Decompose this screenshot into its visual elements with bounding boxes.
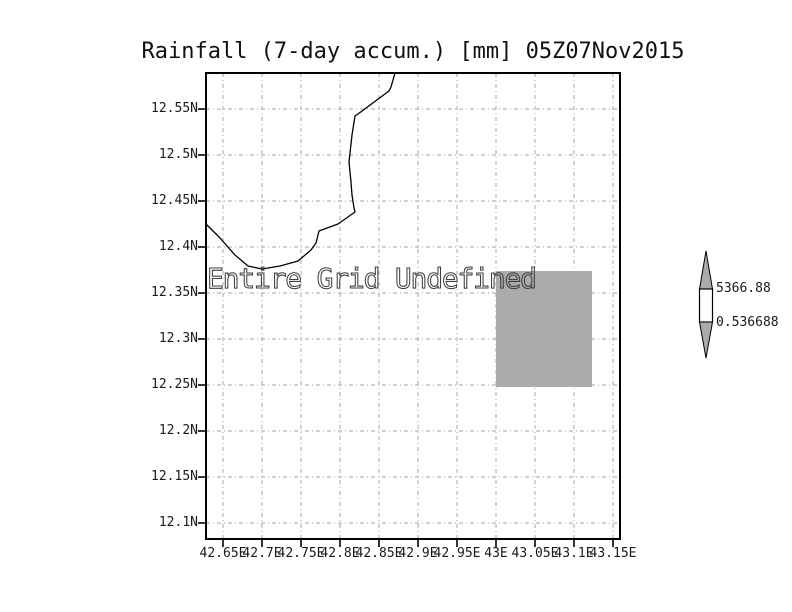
x-tick-label: 42.75E [277,546,325,561]
x-tick-label: 43.15E [589,546,637,561]
undefined-shaded-cell [496,271,592,387]
plot-frame [205,72,621,540]
colorbar-upper-triangle [698,250,714,290]
y-tick-label: 12.55N [151,101,198,116]
y-tick-label: 12.5N [158,147,198,162]
plot-title: Rainfall (7-day accum.) [mm] 05Z07Nov201… [141,39,685,64]
colorbar [698,250,714,359]
colorbar-band [698,288,714,323]
colorbar-upper-label: 5366.88 [716,281,771,296]
y-tick-label: 12.3N [158,331,198,346]
x-tick-label: 42.8E [320,546,360,561]
x-tick-label: 42.7E [242,546,282,561]
x-tick-label: 42.95E [433,546,481,561]
y-tick-label: 12.2N [158,423,198,438]
y-tick-label: 12.4N [158,239,198,254]
x-tick-label: 43E [484,546,508,561]
y-tick-label: 12.15N [151,469,198,484]
x-tick-label: 42.85E [355,546,403,561]
x-tick-label: 43.05E [511,546,559,561]
y-tick-label: 12.45N [151,193,198,208]
axis-ticks [198,108,614,547]
y-tick-label: 12.35N [151,285,198,300]
x-tick-label: 42.65E [199,546,247,561]
y-tick-label: 12.1N [158,515,198,530]
x-tick-label: 43.1E [554,546,594,561]
x-tick-label: 42.9E [398,546,438,561]
colorbar-lower-triangle [698,321,714,359]
grid-undefined-annotation: Entire Grid Undefined [206,262,537,295]
y-tick-label: 12.25N [151,377,198,392]
coastline [205,72,396,270]
colorbar-lower-label: 0.536688 [716,315,779,330]
